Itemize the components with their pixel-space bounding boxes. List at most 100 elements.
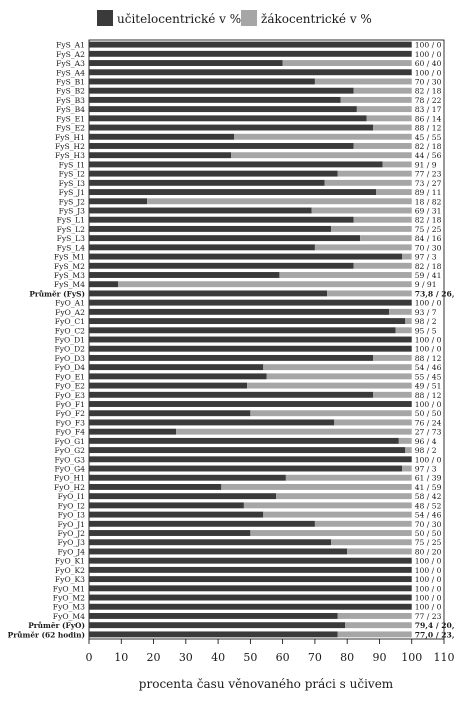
bar-teacher-fys-i1	[89, 161, 383, 167]
value-label: 80 / 20	[415, 547, 442, 556]
category-label: FyS_B3	[56, 96, 85, 105]
bar-teacher-fyo-f1	[89, 401, 412, 407]
bar-teacher-fyo-d4	[89, 364, 263, 370]
category-label: FyS_M4	[54, 280, 85, 289]
bar-pupil-fys-j1	[376, 189, 412, 195]
bar-teacher-fys-m4	[89, 281, 118, 287]
category-label: FyS_A4	[56, 68, 85, 77]
category-label: FyS_M3	[54, 271, 85, 280]
category-label: FyO_M4	[53, 612, 85, 621]
bar-teacher-fyo-j2	[89, 530, 250, 536]
value-label: 76 / 24	[415, 418, 442, 427]
bar-teacher-fyo-h1	[89, 475, 286, 481]
value-label: 60 / 40	[415, 59, 442, 68]
category-label: FyO_G2	[55, 446, 86, 455]
bar-teacher-fyo-g3	[89, 456, 412, 462]
bar-teacher-fys-h3	[89, 152, 231, 158]
bar-teacher-fys-j2	[89, 198, 147, 204]
category-label: FyO_K3	[55, 575, 85, 584]
bar-pupil-fys-e1	[367, 115, 412, 121]
value-label: 58 / 42	[415, 492, 442, 501]
bar-pupil-fyo-e2	[247, 383, 412, 389]
bar-pupil-fys-b3	[341, 97, 412, 103]
category-label: Průměr (FyO)	[28, 621, 85, 630]
x-tick-label: 70	[308, 651, 322, 664]
bar-teacher-fys-a3	[89, 60, 283, 66]
bar-teacher-fys-a4	[89, 69, 412, 75]
category-label: FyS_A3	[56, 59, 85, 68]
bar-pupil-fyo-f4	[176, 429, 412, 435]
bar-teacher-fys-m2	[89, 263, 354, 269]
value-label: 100 / 0	[415, 566, 442, 575]
value-label: 100 / 0	[415, 603, 442, 612]
category-label: FyO_G1	[55, 437, 85, 446]
category-label: FyO_K1	[55, 557, 85, 566]
bar-pupil-fys-e2	[373, 125, 412, 131]
category-label: FyS_B4	[56, 105, 85, 114]
category-label: FyS_J1	[59, 188, 85, 197]
category-label: FyS_J2	[59, 197, 86, 206]
value-label: 100 / 0	[415, 594, 442, 603]
x-tick-label: 60	[276, 651, 290, 664]
value-label: 83 / 17	[415, 105, 442, 114]
category-label: FyO_D2	[54, 345, 85, 354]
bar-pupil-fyo-j3	[331, 539, 412, 545]
bar-teacher-fyo-f3	[89, 419, 334, 425]
value-label: 100 / 0	[415, 455, 442, 464]
value-label: 98 / 2	[415, 317, 437, 326]
value-label: 50 / 50	[415, 529, 442, 538]
bar-pupil-fyo-h2	[221, 484, 411, 490]
value-label: 89 / 11	[415, 188, 442, 197]
bar-teacher-fyo-m2	[89, 595, 412, 601]
value-label: 98 / 2	[415, 446, 437, 455]
bar-teacher-fyo-i1	[89, 493, 276, 499]
bar-teacher-fyo-f2	[89, 410, 250, 416]
category-label: FyS_L1	[57, 216, 85, 225]
value-label: 100 / 0	[415, 345, 442, 354]
bar-teacher-pr-m-r-62-hodin	[89, 631, 338, 637]
category-label: FyS_J3	[59, 206, 86, 215]
value-label: 61 / 39	[415, 474, 442, 483]
category-label: FyO_H1	[54, 474, 85, 483]
bar-teacher-fys-l4	[89, 244, 315, 250]
category-label: FyO_F2	[55, 409, 85, 418]
category-label: FyO_J4	[58, 547, 86, 556]
category-label: FyO_F4	[55, 428, 85, 437]
bar-pupil-fys-b4	[357, 106, 412, 112]
category-label: FyS_H2	[55, 142, 85, 151]
category-label: FyS_I3	[59, 179, 86, 188]
bar-teacher-fyo-j1	[89, 521, 315, 527]
bar-teacher-fyo-c1	[89, 318, 405, 324]
value-label: 82 / 18	[415, 262, 442, 271]
x-tick-label: 110	[434, 651, 454, 664]
value-label: 78 / 22	[415, 96, 442, 105]
bar-teacher-fys-h2	[89, 143, 354, 149]
bar-teacher-fyo-d1	[89, 337, 412, 343]
bar-teacher-fyo-m4	[89, 613, 338, 619]
category-label: FyS_L2	[57, 225, 86, 234]
value-label: 82 / 18	[415, 142, 442, 151]
bar-pupil-fys-m2	[354, 263, 412, 269]
bar-teacher-fys-e2	[89, 125, 373, 131]
bar-pupil-fyo-c2	[396, 327, 412, 333]
value-label: 93 / 7	[415, 308, 437, 317]
value-label: 77,0 / 23,0	[415, 630, 454, 639]
category-label: FyO_I1	[58, 492, 85, 501]
bar-pupil-fyo-i2	[244, 502, 412, 508]
category-label: FyS_E2	[56, 124, 85, 133]
value-label: 9 / 91	[415, 280, 437, 289]
bar-teacher-fyo-h2	[89, 484, 221, 490]
bar-teacher-fys-b4	[89, 106, 357, 112]
bar-pupil-fyo-f3	[334, 419, 411, 425]
bar-teacher-fyo-m3	[89, 604, 412, 610]
bar-pupil-fys-j2	[147, 198, 412, 204]
bar-teacher-fyo-m1	[89, 585, 412, 591]
bar-pupil-fyo-c1	[405, 318, 411, 324]
value-label: 75 / 25	[415, 225, 442, 234]
bar-pupil-fys-m3	[279, 272, 411, 278]
bar-pupil-fys-l3	[360, 235, 412, 241]
category-label: FyO_A2	[55, 308, 85, 317]
category-label: FyS_L3	[57, 234, 86, 243]
